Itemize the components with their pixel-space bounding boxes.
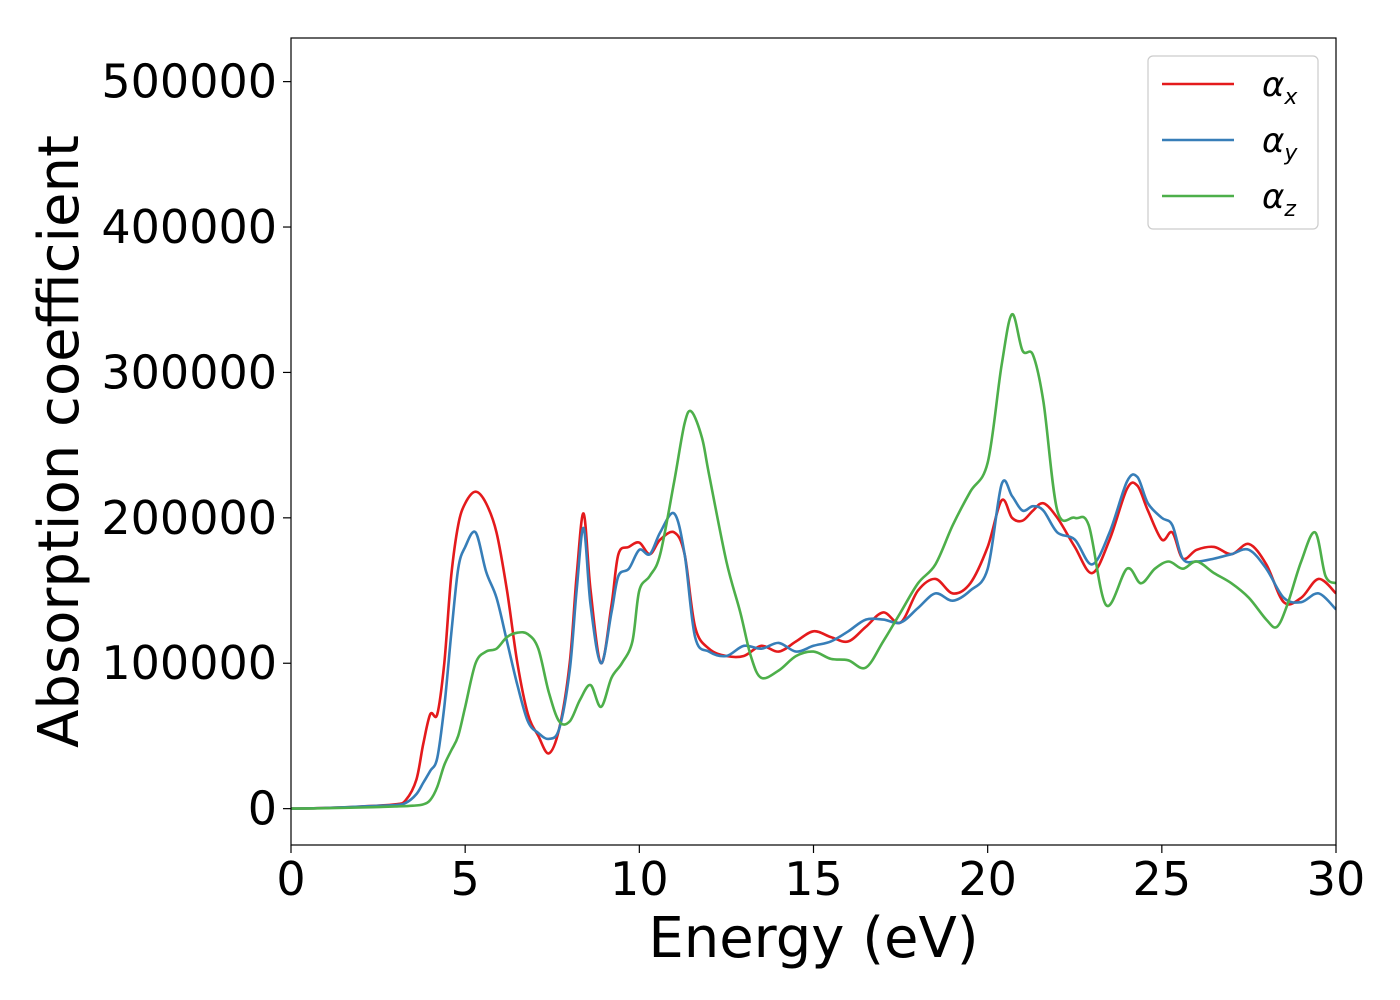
y-tick-label: 100000 <box>101 636 277 690</box>
y-axis-label: Absorption coefficient <box>27 135 92 748</box>
x-tick-label: 25 <box>1133 852 1192 906</box>
legend-label-z: αz <box>1262 177 1296 222</box>
x-axis-label: Energy (eV) <box>648 906 978 971</box>
series-line-z <box>291 312 1336 810</box>
y-tick-label: 500000 <box>101 55 277 109</box>
y-tick-label: 400000 <box>101 200 277 254</box>
series-line-y <box>291 473 1336 810</box>
series-line-x <box>291 481 1336 810</box>
legend-label-y: αy <box>1262 121 1298 166</box>
y-tick-label: 0 <box>248 782 277 836</box>
x-tick-label: 5 <box>451 852 480 906</box>
y-tick-label: 200000 <box>101 491 277 545</box>
x-tick-label: 10 <box>610 852 669 906</box>
y-tick-label: 300000 <box>101 345 277 399</box>
x-axis-ticks: 0 5 10 15 20 25 30 <box>276 845 1365 906</box>
legend-label-x: αx <box>1262 65 1298 110</box>
y-axis-ticks: 0 100000 200000 300000 400000 500000 <box>101 55 291 836</box>
x-tick-label: 0 <box>276 852 305 906</box>
x-tick-label: 15 <box>784 852 843 906</box>
x-tick-label: 30 <box>1307 852 1366 906</box>
x-tick-label: 20 <box>958 852 1017 906</box>
legend-box <box>1147 55 1319 230</box>
legend: αx αy αz <box>1147 55 1319 230</box>
series-lines <box>291 312 1336 810</box>
